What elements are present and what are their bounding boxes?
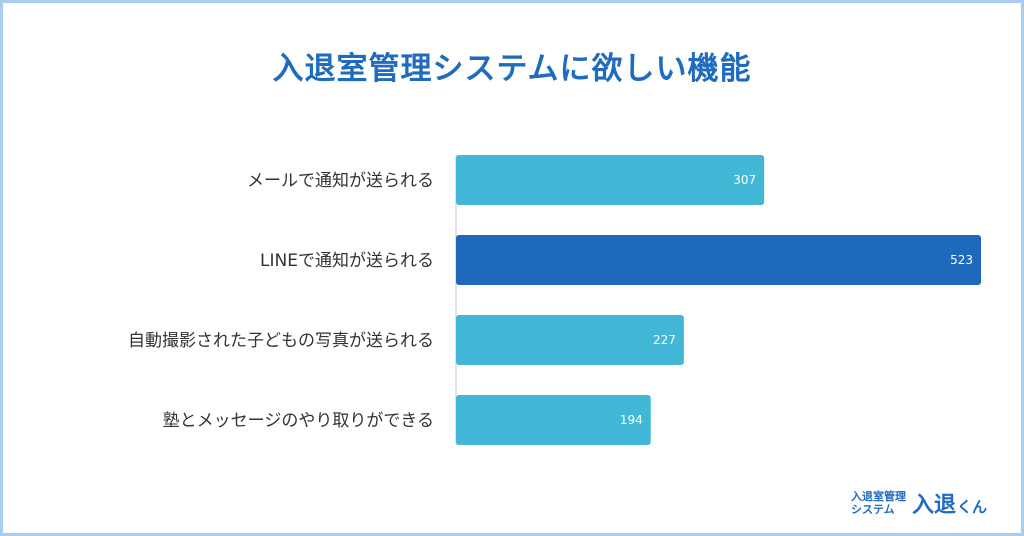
value-label-2: 227 <box>653 333 676 347</box>
bar-0 <box>456 155 765 205</box>
bar-1 <box>456 235 981 285</box>
category-label-2: 自動撮影された子どもの写真が送られる <box>128 331 434 351</box>
logo-suffix: くん <box>956 497 987 516</box>
logo-line2: システム <box>850 503 895 516</box>
brand-logo: 入退室管理 システム 入退 くん <box>851 487 987 519</box>
category-label-1: LINEで通知が送られる <box>260 251 434 271</box>
value-label-1: 523 <box>950 253 973 267</box>
value-label-3: 194 <box>620 413 643 427</box>
category-label-3: 塾とメッセージのやり取りができる <box>163 410 434 431</box>
bar-3 <box>456 395 651 445</box>
bar-2 <box>456 315 684 365</box>
value-label-0: 307 <box>733 173 756 187</box>
logo-name: 入退 <box>911 493 956 518</box>
chart-title: 入退室管理システムに欲しい機能 <box>272 51 752 87</box>
category-label-0: メールで通知が送られる <box>247 171 434 191</box>
bar-chart: 307 メールで通知が送られる 523 LINEで通知が送られる 227 自動撮影された子… <box>128 155 981 445</box>
logo-line1: 入退室管理 <box>850 490 906 503</box>
